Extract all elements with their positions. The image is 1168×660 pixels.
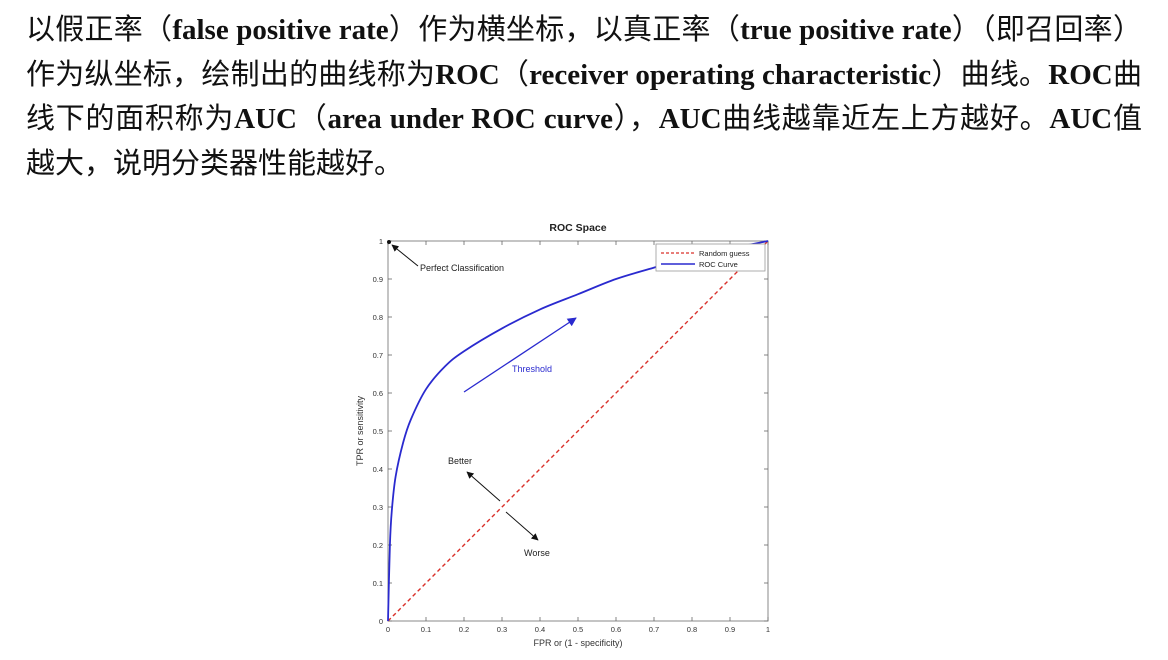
paragraph-run: ROC	[435, 58, 500, 91]
paragraph-run: area under ROC curve	[327, 103, 613, 135]
better-label: Better	[448, 456, 472, 466]
worse-arrow	[505, 511, 539, 541]
perfect-arrow	[391, 244, 419, 267]
x-tick-label: 0	[386, 625, 390, 634]
paragraph-run: ROC	[1048, 58, 1113, 91]
x-tick-label: 0.4	[535, 625, 545, 634]
x-axis-label: FPR or (1 - specificity)	[533, 638, 622, 648]
x-tick-label: 0.9	[725, 625, 735, 634]
y-tick-label: 0.1	[373, 579, 383, 588]
paragraph-run: false positive rate	[172, 14, 389, 46]
y-tick-label: 0.9	[373, 275, 383, 284]
paragraph-run: 以假正率（	[26, 12, 173, 46]
y-tick-label: 0.2	[373, 541, 383, 550]
perfect-point	[387, 240, 391, 244]
paragraph-run: ）曲线。	[931, 56, 1049, 91]
x-tick-label: 1	[766, 625, 770, 634]
x-tick-label: 0.2	[459, 625, 469, 634]
legend-box	[655, 243, 766, 272]
worse-label: Worse	[524, 548, 550, 558]
x-tick-label: 0.1	[421, 625, 431, 634]
perfect-label: Perfect Classification	[420, 263, 504, 273]
threshold-arrow	[463, 317, 577, 393]
paragraph-run: AUC	[234, 103, 298, 135]
paragraph-run: （	[297, 101, 328, 135]
paragraph-run: 曲线下的面积称为	[26, 56, 1142, 136]
paragraph-run: AUC	[658, 103, 722, 135]
y-tick-label: 1	[379, 237, 383, 246]
y-tick-label: 0.5	[373, 427, 383, 436]
legend: Random guess ROC Curve	[655, 243, 766, 272]
y-axis-label: TPR or sensitivity	[355, 395, 365, 466]
description-paragraph: 以假正率（false positive rate）作为横坐标，以真正率（true…	[26, 8, 1142, 185]
legend-roc-label: ROC Curve	[699, 260, 738, 269]
x-axis-ticks: 0 0.1 0.2 0.3 0.4 0.5 0.6 0.7 0.8 0.9 1	[386, 241, 770, 634]
paragraph-run: receiver operating characteristic	[529, 58, 932, 91]
paragraph-run: ）（即召回率）作为纵坐标，绘制出的曲线称为	[26, 12, 1142, 91]
x-tick-label: 0.6	[611, 625, 621, 634]
y-tick-label: 0.4	[373, 465, 383, 474]
paragraph-run: true positive rate	[740, 14, 952, 46]
x-tick-label: 0.7	[649, 625, 659, 634]
y-axis-ticks: 0 0.1 0.2 0.3 0.4 0.5 0.6 0.7 0.8 0.9 1	[373, 237, 768, 626]
chart-title: ROC Space	[549, 222, 606, 234]
x-tick-label: 0.3	[497, 625, 507, 634]
random-guess-line	[387, 240, 769, 622]
y-tick-label: 0	[379, 617, 383, 626]
y-tick-label: 0.6	[373, 389, 383, 398]
x-tick-label: 0.8	[687, 625, 697, 634]
roc-figure: ROC Space 0 0.1 0.2 0.3 0.4 0.5 0.6 0.7 0.8 0.9 1 …	[355, 222, 770, 648]
paragraph-run: 值越大，说明分类器性能越好。	[26, 101, 1142, 180]
y-tick-label: 0.8	[373, 313, 383, 322]
paragraph-run: 曲线越靠近左上方越好。	[721, 101, 1050, 135]
legend-random-label: Random guess	[699, 249, 750, 258]
paragraph-run: （	[499, 56, 530, 91]
paragraph-run: ）作为横坐标，以真正率（	[388, 12, 741, 46]
y-tick-label: 0.3	[373, 503, 383, 512]
x-tick-label: 0.5	[573, 625, 583, 634]
y-tick-label: 0.7	[373, 351, 383, 360]
paragraph-run: AUC	[1049, 103, 1113, 135]
better-arrow	[466, 471, 501, 502]
paragraph-run: ），	[612, 101, 659, 135]
threshold-label: Threshold	[512, 364, 552, 374]
